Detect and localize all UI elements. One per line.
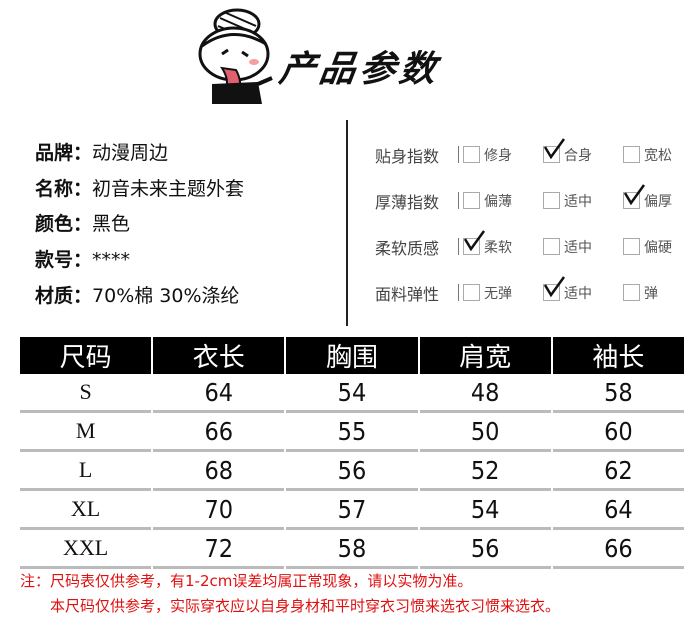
- checkbox: [463, 230, 486, 255]
- separator: [458, 238, 459, 255]
- table-cell: 56: [286, 452, 418, 491]
- checkmark-icon: [623, 184, 646, 206]
- size-table: 尺码 衣长 胸围 肩宽 袖长 S 64 54 48 58 M 66 55 50 60 L 68 56 52…: [18, 337, 686, 569]
- param-option: 合身: [543, 138, 592, 165]
- checkbox: [543, 192, 560, 209]
- param-label: 贴身指数: [375, 147, 440, 166]
- param-option: 适中: [543, 237, 592, 257]
- info-material: 材质：70%棉 30%涤纶: [35, 285, 240, 307]
- separator: [458, 192, 459, 209]
- checkbox: [543, 138, 566, 163]
- table-cell: L: [20, 452, 152, 491]
- table-cell: 66: [153, 413, 285, 452]
- table-cell: 48: [419, 374, 551, 413]
- note-line-2: 本尺码仅供参考，实际穿衣应以自身身材和平时穿衣习惯来选衣习惯来选衣。: [50, 597, 561, 615]
- checkbox: [623, 146, 640, 163]
- table-cell: 54: [286, 374, 418, 413]
- table-cell: 58: [552, 374, 684, 413]
- param-option: 偏薄: [463, 191, 512, 211]
- checkbox: [463, 146, 480, 163]
- param-option: 弹: [623, 283, 658, 303]
- separator: [458, 284, 459, 301]
- header-length: 衣长: [153, 337, 285, 374]
- header-chest: 胸围: [286, 337, 418, 374]
- table-row: M 66 55 50 60: [20, 413, 684, 452]
- option-label: 弹: [644, 286, 658, 302]
- info-style-number: 款号：****: [35, 249, 131, 271]
- table-cell: 66: [552, 530, 684, 569]
- checkbox: [463, 284, 480, 301]
- table-cell: 60: [552, 413, 684, 452]
- option-label: 合身: [564, 148, 592, 164]
- param-option: 无弹: [463, 283, 512, 303]
- cartoon-mascot-icon: [198, 8, 273, 104]
- option-label: 偏厚: [644, 194, 672, 210]
- table-cell: 55: [286, 413, 418, 452]
- table-row: L 68 56 52 62: [20, 452, 684, 491]
- option-label: 偏硬: [644, 240, 672, 256]
- table-cell: 52: [419, 452, 551, 491]
- table-row: XL 70 57 54 64: [20, 491, 684, 530]
- param-label: 面料弹性: [375, 285, 440, 304]
- table-cell: 62: [552, 452, 684, 491]
- checkmark-icon: [543, 138, 566, 160]
- table-cell: M: [20, 413, 152, 452]
- option-label: 适中: [564, 194, 592, 210]
- param-option: 宽松: [623, 145, 672, 165]
- checkmark-icon: [543, 276, 566, 298]
- table-cell: 56: [419, 530, 551, 569]
- divider: [346, 120, 348, 326]
- option-label: 适中: [564, 240, 592, 256]
- table-cell: XXL: [20, 530, 152, 569]
- info-brand: 品牌：动漫周边: [35, 142, 169, 164]
- table-cell: 50: [419, 413, 551, 452]
- param-option: 适中: [543, 191, 592, 211]
- option-label: 修身: [484, 148, 512, 164]
- table-row: S 64 54 48 58: [20, 374, 684, 413]
- option-label: 适中: [564, 286, 592, 302]
- option-label: 宽松: [644, 148, 672, 164]
- header-sleeve: 袖长: [552, 337, 684, 374]
- param-option: 偏厚: [623, 184, 672, 211]
- option-label: 无弹: [484, 286, 512, 302]
- option-label: 柔软: [484, 240, 512, 256]
- param-label: 柔软质感: [375, 239, 440, 258]
- checkbox: [543, 276, 566, 301]
- table-cell: 68: [153, 452, 285, 491]
- separator: [458, 146, 459, 163]
- checkbox: [623, 238, 640, 255]
- checkbox: [623, 284, 640, 301]
- checkbox: [463, 192, 480, 209]
- checkbox: [623, 184, 646, 209]
- checkmark-icon: [463, 230, 486, 252]
- param-option: 柔软: [463, 230, 512, 257]
- table-cell: XL: [20, 491, 152, 530]
- info-name: 名称：初音未来主题外套: [35, 178, 245, 200]
- table-cell: 54: [419, 491, 551, 530]
- page-title: 产品参数: [276, 49, 443, 90]
- table-row: XXL 72 58 56 66: [20, 530, 684, 569]
- param-option: 适中: [543, 276, 592, 303]
- param-option: 修身: [463, 145, 512, 165]
- table-cell: 64: [153, 374, 285, 413]
- header-size: 尺码: [20, 337, 152, 374]
- table-cell: 57: [286, 491, 418, 530]
- param-option: 偏硬: [623, 237, 672, 257]
- param-label: 厚薄指数: [375, 193, 440, 212]
- table-cell: S: [20, 374, 152, 413]
- table-cell: 72: [153, 530, 285, 569]
- note-line-1: 注：尺码表仅供参考，有1-2cm误差均属正常现象，请以实物为准。: [20, 572, 473, 590]
- option-label: 偏薄: [484, 194, 512, 210]
- header-shoulder: 肩宽: [419, 337, 551, 374]
- table-cell: 64: [552, 491, 684, 530]
- table-cell: 58: [286, 530, 418, 569]
- table-cell: 70: [153, 491, 285, 530]
- info-color: 颜色：黑色: [35, 213, 131, 235]
- checkbox: [543, 238, 560, 255]
